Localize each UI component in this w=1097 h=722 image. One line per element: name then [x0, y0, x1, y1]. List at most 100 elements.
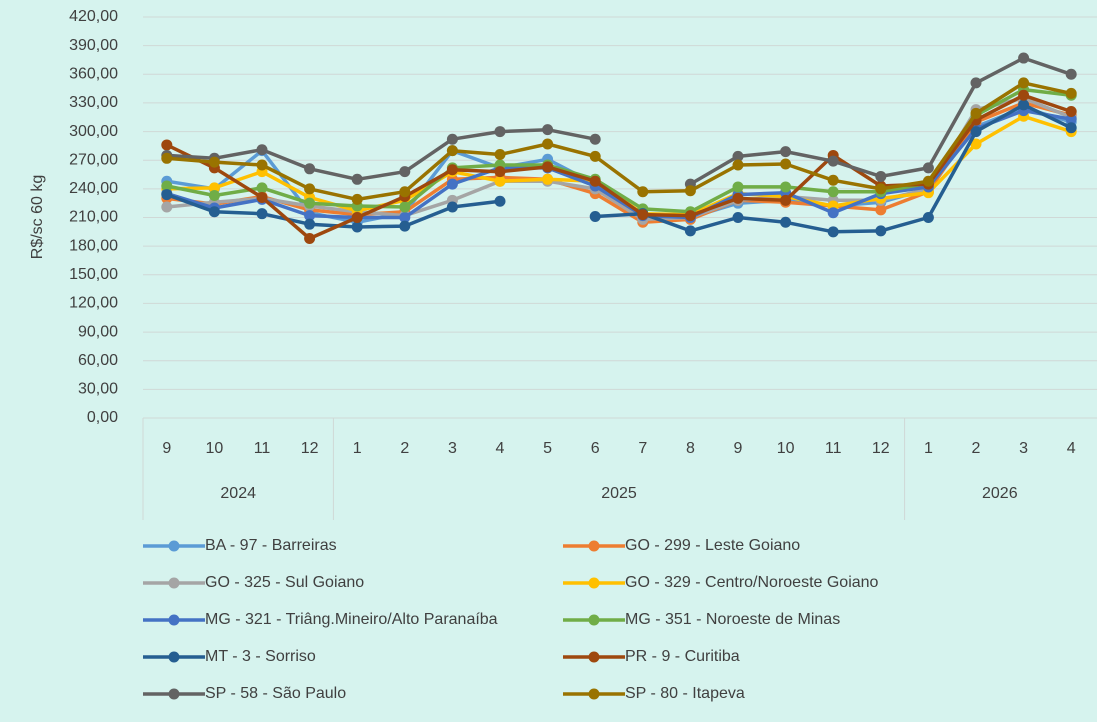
series-point [780, 181, 792, 193]
series-point [208, 182, 220, 194]
series-point [494, 126, 506, 138]
series-point [970, 77, 982, 89]
series-point [827, 174, 839, 186]
series-point [1018, 89, 1030, 101]
series-point [304, 183, 316, 195]
legend-marker [588, 614, 600, 626]
series-point [446, 133, 458, 145]
legend-marker [588, 577, 600, 589]
y-tick-label: 270,00 [69, 151, 118, 168]
legend-label: SP - 80 - Itapeva [625, 685, 745, 702]
series-point [542, 161, 554, 173]
series-point [161, 180, 173, 192]
series-point [970, 138, 982, 150]
legend-label: BA - 97 - Barreiras [205, 537, 337, 554]
series-point [875, 170, 887, 182]
series-point [922, 175, 934, 187]
y-tick-label: 360,00 [69, 66, 118, 83]
x-tick-label: 2 [972, 440, 981, 457]
x-tick-label: 4 [1067, 440, 1076, 457]
y-tick-label: 120,00 [69, 295, 118, 312]
x-tick-label: 4 [496, 440, 505, 457]
series-point [1018, 77, 1030, 89]
x-tick-label: 10 [206, 440, 224, 457]
series-point [1065, 106, 1077, 118]
series-point [827, 207, 839, 219]
legend-label: SP - 58 - São Paulo [205, 685, 346, 702]
series-point [827, 186, 839, 198]
x-tick-label: 7 [638, 440, 647, 457]
series-point [732, 159, 744, 171]
series-point [208, 206, 220, 218]
series-point [399, 186, 411, 198]
legend-marker [168, 577, 180, 589]
x-tick-label: 1 [353, 440, 362, 457]
series-point [875, 204, 887, 216]
series-point [732, 181, 744, 193]
series-point [351, 221, 363, 233]
series-point [494, 166, 506, 178]
x-tick-label: 10 [777, 440, 795, 457]
legend-label: PR - 9 - Curitiba [625, 648, 740, 665]
y-tick-label: 60,00 [78, 352, 118, 369]
series-line [166, 56, 1072, 186]
series-point [161, 201, 173, 213]
series-line [166, 81, 1072, 202]
legend-label: MG - 321 - Triâng.Mineiro/Alto Paranaíba [205, 611, 498, 628]
series-point [494, 175, 506, 187]
x-group-label: 2024 [220, 485, 256, 502]
series-point [1065, 68, 1077, 80]
series-point [304, 233, 316, 245]
y-tick-label: 180,00 [69, 237, 118, 254]
y-tick-label: 0,00 [87, 409, 118, 426]
series-point [446, 145, 458, 157]
x-tick-label: 1 [924, 440, 933, 457]
series-point [875, 183, 887, 195]
legend-label: GO - 299 - Leste Goiano [625, 537, 800, 554]
series-point [970, 126, 982, 138]
series-point [637, 186, 649, 198]
series-point [351, 212, 363, 223]
legend-label: GO - 325 - Sul Goiano [205, 574, 364, 591]
series-point [399, 212, 411, 223]
series-point [589, 175, 601, 187]
series-point [780, 158, 792, 170]
series-point [446, 178, 458, 190]
y-tick-label: 30,00 [78, 381, 118, 398]
series-point [304, 197, 316, 209]
x-group-label: 2025 [601, 485, 637, 502]
series-point [542, 138, 554, 150]
x-tick-label: 5 [543, 440, 552, 457]
series-point [1065, 87, 1077, 99]
series-point [256, 191, 268, 203]
series-point [732, 212, 744, 223]
x-tick-label: 3 [448, 440, 457, 457]
legend-marker [588, 688, 600, 700]
series-line [166, 108, 1072, 220]
y-tick-label: 240,00 [69, 180, 118, 197]
series-line [166, 96, 1072, 222]
series-point [780, 146, 792, 158]
series-line [166, 93, 1072, 241]
series-point [684, 225, 696, 237]
series-point [399, 220, 411, 232]
series-point [780, 194, 792, 206]
series-point [494, 195, 506, 207]
y-tick-label: 330,00 [69, 94, 118, 111]
series-point [1065, 122, 1077, 134]
series-point [827, 226, 839, 238]
series-point [542, 124, 554, 136]
legend-marker [588, 651, 600, 663]
series-point [875, 225, 887, 237]
series-point [494, 148, 506, 160]
series-point [922, 162, 934, 174]
y-tick-label: 150,00 [69, 266, 118, 283]
legend-marker [168, 651, 180, 663]
series-point [208, 156, 220, 168]
legend-marker [588, 540, 600, 552]
y-tick-label: 90,00 [78, 323, 118, 340]
series-point [1065, 113, 1077, 125]
series-point [970, 107, 982, 119]
series-point [637, 209, 649, 221]
